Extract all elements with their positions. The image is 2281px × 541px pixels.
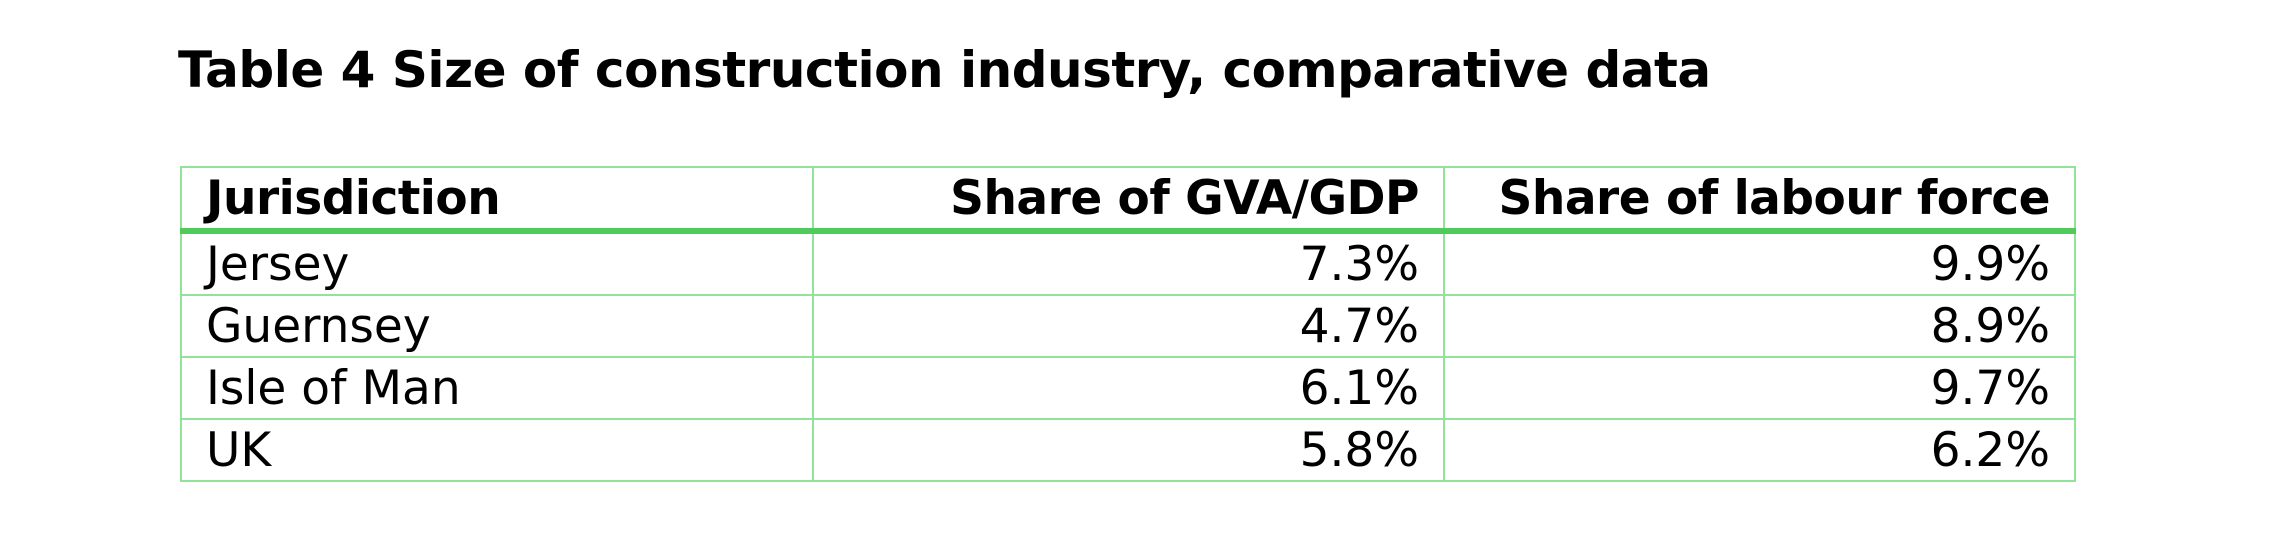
header-jurisdiction: Jurisdiction <box>180 166 814 234</box>
cell-share-gva-gdp: 7.3% <box>812 230 1445 296</box>
cell-jurisdiction: UK <box>180 418 814 482</box>
header-share-labour-force: Share of labour force <box>1443 166 2076 234</box>
cell-share-gva-gdp: 4.7% <box>812 294 1445 358</box>
table-row: Isle of Man 6.1% 9.7% <box>180 356 2076 420</box>
table-row: Guernsey 4.7% 8.9% <box>180 294 2076 358</box>
comparative-data-table: Jurisdiction Share of GVA/GDP Share of l… <box>180 166 2076 482</box>
cell-share-gva-gdp: 6.1% <box>812 356 1445 420</box>
cell-jurisdiction: Isle of Man <box>180 356 814 420</box>
header-share-gva-gdp: Share of GVA/GDP <box>812 166 1445 234</box>
cell-jurisdiction: Jersey <box>180 230 814 296</box>
cell-share-gva-gdp: 5.8% <box>812 418 1445 482</box>
cell-share-labour-force: 9.7% <box>1443 356 2076 420</box>
table-row: Jersey 7.3% 9.9% <box>180 230 2076 296</box>
table-caption: Table 4 Size of construction industry, c… <box>178 41 1711 99</box>
cell-share-labour-force: 6.2% <box>1443 418 2076 482</box>
cell-share-labour-force: 9.9% <box>1443 230 2076 296</box>
table-row: UK 5.8% 6.2% <box>180 418 2076 482</box>
cell-share-labour-force: 8.9% <box>1443 294 2076 358</box>
table-header-row: Jurisdiction Share of GVA/GDP Share of l… <box>180 166 2076 234</box>
cell-jurisdiction: Guernsey <box>180 294 814 358</box>
